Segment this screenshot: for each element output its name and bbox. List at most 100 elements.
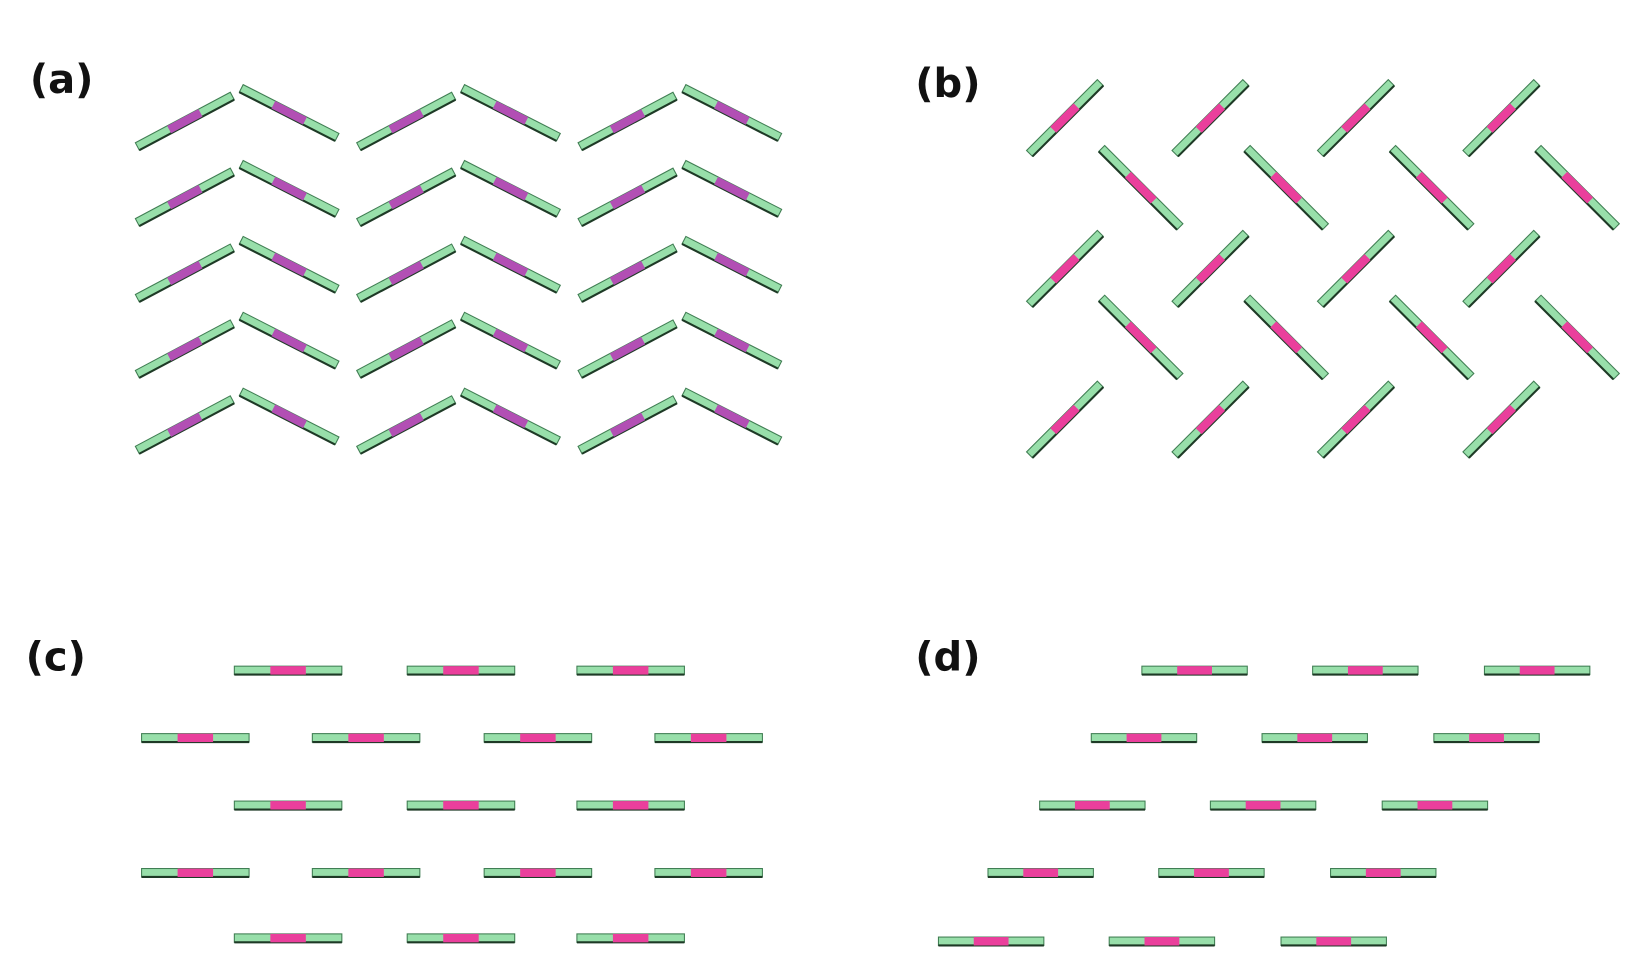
rod-core: [348, 733, 384, 743]
molecule-rod: [1534, 294, 1621, 381]
rod-core: [492, 176, 529, 201]
rod-shadow: [681, 318, 779, 370]
rod-core: [1341, 404, 1371, 435]
rod-core: [1245, 801, 1281, 810]
rod-core: [1341, 254, 1371, 284]
molecule-rod: [1243, 294, 1330, 381]
rod-shadow: [360, 174, 457, 227]
rod-shadow: [1177, 235, 1250, 308]
rod-core: [1195, 404, 1226, 435]
rod-shadow: [1322, 386, 1395, 459]
molecule-rod: [459, 387, 562, 446]
rod-core: [443, 666, 479, 675]
molecule-rod: [233, 665, 343, 676]
molecule-rod: [654, 868, 763, 879]
molecule-rod: [1171, 380, 1250, 459]
molecule-rod: [311, 733, 421, 744]
molecule-rod: [1433, 733, 1540, 744]
molecule-rod: [483, 868, 593, 879]
molecule-rod: [1312, 665, 1419, 676]
rod-core: [609, 336, 646, 361]
rod-core: [1126, 733, 1162, 743]
molecule-rod: [134, 395, 235, 455]
molecule-rod: [1381, 800, 1489, 811]
rod-shadow: [360, 250, 457, 303]
rod-core: [167, 185, 203, 210]
molecule-rod: [238, 235, 340, 294]
rod-core: [1195, 103, 1226, 133]
rod-shadow: [1468, 84, 1541, 158]
molecule-rod: [577, 91, 678, 152]
molecule-rod: [1025, 380, 1105, 459]
molecule-rod: [1316, 380, 1395, 459]
molecule-rod: [1462, 380, 1541, 459]
rod-core: [167, 260, 203, 286]
rod-core: [609, 185, 646, 210]
molecule-rod: [681, 83, 783, 142]
molecule-rod: [1388, 144, 1475, 231]
rod-core: [609, 109, 646, 134]
molecule-rod: [1388, 294, 1475, 381]
rod-core: [1270, 171, 1303, 204]
molecule-rod: [577, 243, 678, 303]
molecule-rod: [576, 665, 685, 676]
molecule-rod: [355, 395, 457, 455]
rod-core: [1561, 321, 1594, 354]
rod-shadow: [1031, 235, 1105, 308]
rod-core: [1486, 404, 1516, 435]
molecule-rod: [1534, 144, 1621, 231]
rod-shadow: [1031, 386, 1105, 459]
molecule-rod: [233, 800, 343, 811]
molecule-rod: [577, 319, 678, 379]
rod-core: [167, 336, 203, 361]
rod-core: [1417, 801, 1453, 810]
panel-label: (d): [915, 634, 980, 680]
rod-core: [1195, 254, 1226, 284]
molecule-rod: [1316, 229, 1395, 308]
molecule-rod: [406, 800, 516, 811]
rod-core: [271, 176, 307, 201]
rod-core: [714, 100, 750, 125]
rod-shadow: [681, 91, 779, 142]
molecule-rod: [238, 387, 340, 446]
molecule-rod: [1462, 229, 1541, 308]
rod-core: [520, 733, 556, 743]
rod-core: [1415, 171, 1448, 204]
rod-core: [690, 868, 727, 877]
molecule-rod: [1171, 78, 1250, 158]
molecule-rod: [406, 665, 516, 676]
rod-core: [1023, 868, 1059, 877]
rod-core: [1194, 868, 1229, 877]
molecule-rod: [134, 319, 235, 379]
molecule-rod: [141, 868, 250, 879]
molecule-rod: [141, 733, 250, 744]
rod-core: [388, 412, 424, 437]
molecule-rod: [1209, 800, 1317, 811]
molecule-rod: [1090, 733, 1198, 744]
molecule-rod: [576, 800, 685, 811]
rod-core: [492, 100, 529, 125]
rod-core: [1297, 733, 1333, 743]
rod-core: [1561, 171, 1594, 204]
rod-core: [1347, 666, 1383, 675]
rod-shadow: [138, 174, 235, 227]
rod-core: [1415, 321, 1448, 354]
molecule-rod: [134, 91, 235, 152]
rod-shadow: [1468, 235, 1541, 308]
molecule-rod: [355, 91, 457, 152]
molecule-rod: [576, 933, 685, 944]
rod-shadow: [1468, 386, 1541, 459]
rod-shadow: [1177, 386, 1250, 459]
molecule-rod: [311, 868, 421, 879]
rod-core: [1341, 103, 1371, 133]
rod-core: [167, 109, 203, 134]
molecule-rod: [1141, 665, 1248, 676]
rod-core: [1270, 321, 1303, 354]
molecule-rod: [681, 311, 783, 370]
rod-core: [271, 404, 307, 429]
molecule-rod: [134, 243, 235, 303]
molecule-rod: [577, 395, 678, 455]
rod-core: [270, 666, 306, 675]
molecule-rod: [681, 159, 783, 218]
